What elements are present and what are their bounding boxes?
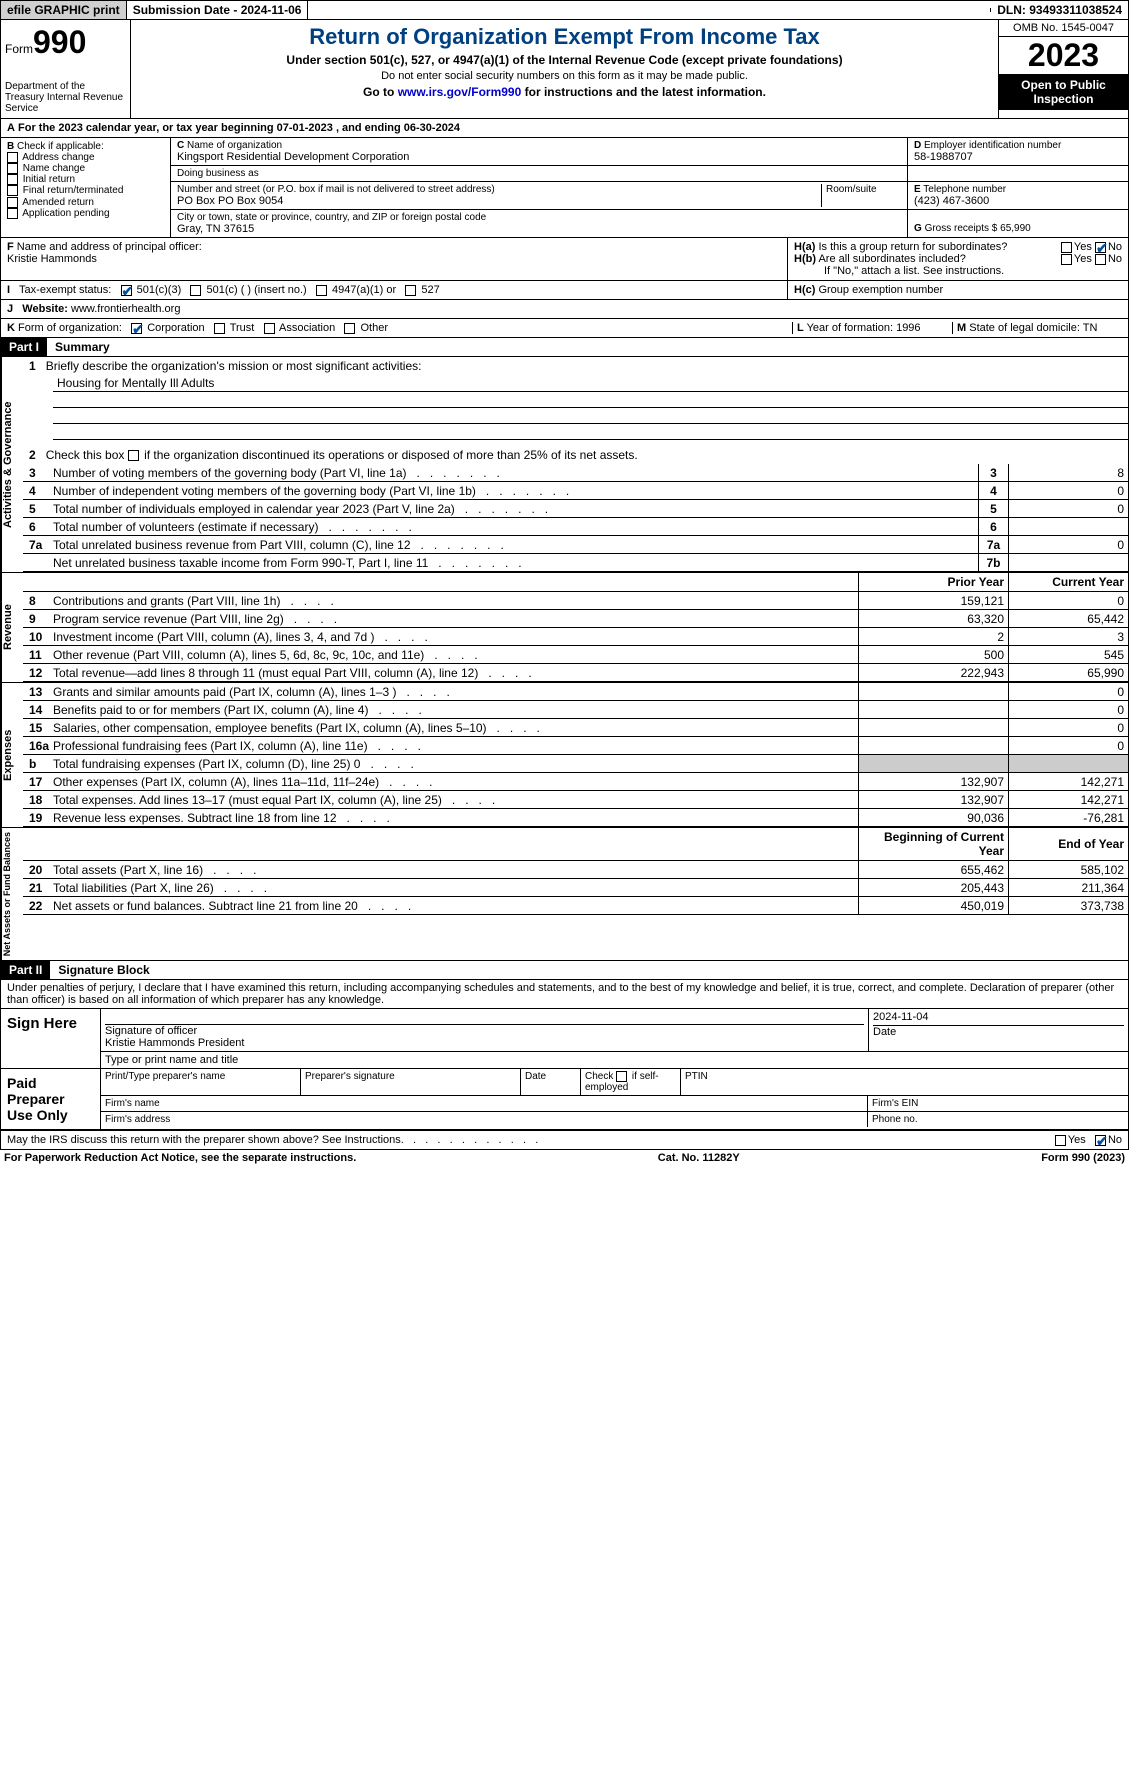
cb-527[interactable] [405, 285, 416, 296]
sidebar-exp: Expenses [1, 683, 23, 827]
cb-amended[interactable] [7, 197, 18, 208]
form-title: Return of Organization Exempt From Incom… [135, 24, 994, 50]
form-header: Form990 Department of the Treasury Inter… [0, 20, 1129, 119]
officer-sig: Kristie Hammonds President [105, 1037, 244, 1049]
sig-date: 2024-11-04 [873, 1011, 928, 1023]
address: PO Box PO Box 9054 [177, 195, 283, 207]
declaration: Under penalties of perjury, I declare th… [1, 980, 1128, 1008]
sidebar-ag: Activities & Governance [1, 357, 23, 572]
omb: OMB No. 1545-0047 [999, 20, 1128, 37]
sidebar-na: Net Assets or Fund Balances [1, 828, 23, 960]
cb-4947[interactable] [316, 285, 327, 296]
part1-hdr: Part I [1, 338, 47, 356]
dln: DLN: 93493311038524 [991, 1, 1128, 19]
efile-btn[interactable]: efile GRAPHIC print [1, 1, 127, 19]
website[interactable]: www.frontierhealth.org [71, 303, 180, 315]
gross-receipts: Gross receipts $ 65,990 [925, 223, 1031, 234]
cb-name[interactable] [7, 163, 18, 174]
cb-self-emp[interactable] [616, 1071, 627, 1082]
cb-initial[interactable] [7, 174, 18, 185]
mission: Housing for Mentally Ill Adults [53, 375, 1128, 392]
row-a: A For the 2023 calendar year, or tax yea… [1, 119, 1128, 138]
dept: Department of the Treasury Internal Reve… [5, 81, 126, 114]
sidebar-rev: Revenue [1, 573, 23, 682]
hb-no[interactable] [1095, 254, 1106, 265]
cb-address[interactable] [7, 152, 18, 163]
city: Gray, TN 37615 [177, 223, 254, 235]
cb-trust[interactable] [214, 323, 225, 334]
domicile: State of legal domicile: TN [969, 322, 1097, 334]
cb-501c3[interactable] [121, 285, 132, 296]
ein: 58-1988707 [914, 151, 973, 163]
part2-hdr: Part II [1, 961, 50, 979]
tax-year: 2023 [999, 37, 1128, 74]
col-b: B Check if applicable: Address change Na… [1, 138, 171, 237]
sign-here: Sign Here [1, 1009, 101, 1068]
officer: Kristie Hammonds [7, 253, 97, 265]
subtitle-3: Go to www.irs.gov/Form990 for instructio… [135, 85, 994, 99]
submission-date: Submission Date - 2024-11-06 [127, 1, 309, 19]
org-name: Kingsport Residential Development Corpor… [177, 151, 409, 163]
top-bar: efile GRAPHIC print Submission Date - 20… [0, 0, 1129, 20]
footer: For Paperwork Reduction Act Notice, see … [0, 1150, 1129, 1166]
year-formation: Year of formation: 1996 [807, 322, 921, 334]
form-number: 990 [33, 24, 86, 60]
cb-other[interactable] [344, 323, 355, 334]
irs-link[interactable]: www.irs.gov/Form990 [398, 85, 522, 99]
discuss-yes[interactable] [1055, 1135, 1066, 1146]
paid-preparer: Paid Preparer Use Only [1, 1069, 101, 1129]
discuss-no[interactable] [1095, 1135, 1106, 1146]
phone: (423) 467-3600 [914, 195, 989, 207]
cb-final[interactable] [7, 185, 18, 196]
subtitle-2: Do not enter social security numbers on … [135, 70, 994, 82]
inspection: Open to Public Inspection [999, 74, 1128, 110]
cb-501c[interactable] [190, 285, 201, 296]
cb-corp[interactable] [131, 323, 142, 334]
form-label: Form [5, 42, 33, 56]
hb-yes[interactable] [1061, 254, 1072, 265]
ha-no[interactable] [1095, 242, 1106, 253]
subtitle-1: Under section 501(c), 527, or 4947(a)(1)… [135, 53, 994, 67]
cb-app[interactable] [7, 208, 18, 219]
cb-discontinued[interactable] [128, 450, 139, 461]
ha-yes[interactable] [1061, 242, 1072, 253]
cb-assoc[interactable] [264, 323, 275, 334]
